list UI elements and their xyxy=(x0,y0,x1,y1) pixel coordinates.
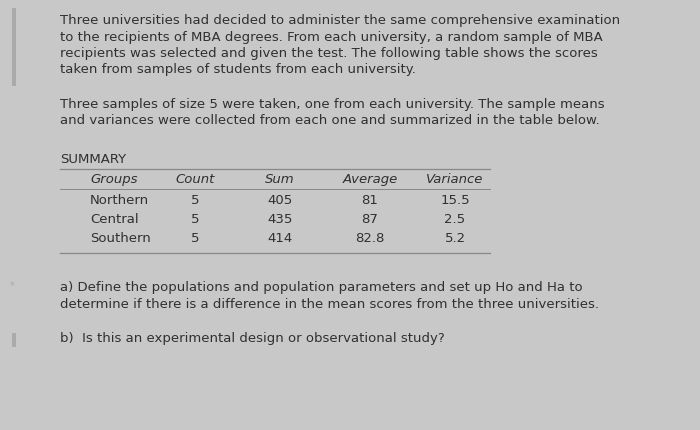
Text: SUMMARY: SUMMARY xyxy=(60,153,126,166)
Text: Northern: Northern xyxy=(90,194,149,207)
Text: 405: 405 xyxy=(267,194,293,207)
Text: Variance: Variance xyxy=(426,173,484,186)
Text: Count: Count xyxy=(175,173,215,186)
Text: Central: Central xyxy=(90,213,139,226)
Text: *: * xyxy=(10,281,15,291)
Text: 87: 87 xyxy=(362,213,379,226)
Text: 15.5: 15.5 xyxy=(440,194,470,207)
Text: Three universities had decided to administer the same comprehensive examination: Three universities had decided to admini… xyxy=(60,14,620,27)
Text: Southern: Southern xyxy=(90,232,150,245)
Text: Sum: Sum xyxy=(265,173,295,186)
Text: recipients was selected and given the test. The following table shows the scores: recipients was selected and given the te… xyxy=(60,47,598,60)
Text: 414: 414 xyxy=(267,232,293,245)
Text: and variances were collected from each one and summarized in the table below.: and variances were collected from each o… xyxy=(60,114,600,128)
Text: b)  Is this an experimental design or observational study?: b) Is this an experimental design or obs… xyxy=(60,332,444,345)
Text: Average: Average xyxy=(342,173,398,186)
Bar xyxy=(12,333,16,347)
Text: Groups: Groups xyxy=(90,173,137,186)
Text: Three samples of size 5 were taken, one from each university. The sample means: Three samples of size 5 were taken, one … xyxy=(60,98,605,111)
Text: 5.2: 5.2 xyxy=(444,232,466,245)
Text: determine if there is a difference in the mean scores from the three universitie: determine if there is a difference in th… xyxy=(60,298,599,310)
Text: 435: 435 xyxy=(267,213,293,226)
Text: 2.5: 2.5 xyxy=(444,213,466,226)
Text: 81: 81 xyxy=(362,194,379,207)
Text: taken from samples of students from each university.: taken from samples of students from each… xyxy=(60,64,416,77)
Text: 5: 5 xyxy=(190,232,199,245)
Text: a) Define the populations and population parameters and set up Ho and Ha to: a) Define the populations and population… xyxy=(60,281,582,294)
Text: 5: 5 xyxy=(190,194,199,207)
Bar xyxy=(12,8,16,86)
Text: 82.8: 82.8 xyxy=(356,232,385,245)
Text: 5: 5 xyxy=(190,213,199,226)
Text: to the recipients of MBA degrees. From each university, a random sample of MBA: to the recipients of MBA degrees. From e… xyxy=(60,31,603,43)
